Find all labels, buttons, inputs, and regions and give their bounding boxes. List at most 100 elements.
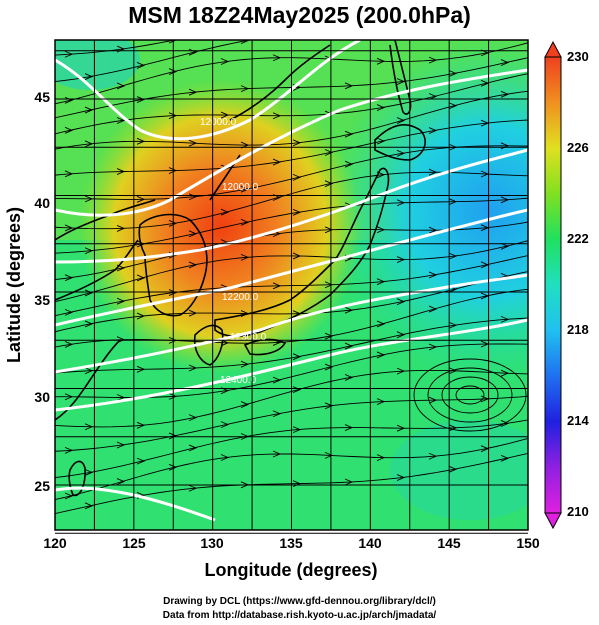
wind-arrow	[500, 142, 510, 150]
wind-arrow	[324, 363, 334, 371]
plot-frame	[54, 39, 529, 531]
wind-arrow	[500, 59, 510, 66]
wind-arrow	[500, 420, 510, 427]
wind-arrow	[273, 15, 280, 21]
wind-arrow	[396, 474, 406, 481]
x-tick-label: 125	[122, 535, 146, 551]
wind-arrow	[240, 218, 250, 226]
wind-arrow	[220, 111, 230, 119]
wind-arrow	[448, 367, 458, 375]
y-tick-label: 30	[34, 389, 50, 405]
wind-arrow	[428, 93, 438, 100]
wind-arrow	[84, 247, 94, 255]
wind-arrow	[168, 432, 178, 440]
wind-arrow	[376, 104, 386, 112]
wind-arrow	[220, 454, 230, 461]
wind-arrow	[64, 446, 74, 454]
wind-arrow	[428, 56, 438, 64]
x-tick-label: 135	[279, 535, 303, 551]
streamline	[55, 42, 528, 105]
wind-arrow	[240, 85, 250, 93]
swirl-streamline	[413, 358, 527, 432]
swirl-streamline	[427, 367, 513, 423]
wind-arrow	[220, 58, 230, 65]
contour-12000b	[55, 40, 361, 141]
wind-arrow	[500, 315, 510, 323]
wind-arrow	[272, 158, 282, 166]
wind-arrow	[188, 193, 198, 201]
wind-arrow	[136, 365, 146, 373]
contour-12100	[55, 148, 528, 264]
wind-arrow	[448, 321, 458, 329]
wind-arrow	[292, 310, 302, 318]
wind-arrow	[84, 367, 94, 375]
wind-arrow	[344, 130, 354, 138]
wind-arrow	[84, 195, 94, 203]
colorbar-tick-label: 214	[567, 413, 589, 428]
wind-arrow	[221, 26, 228, 32]
wind-arrow	[376, 454, 386, 462]
streamline	[55, 255, 528, 317]
wind-arrow	[116, 297, 126, 305]
colorbar-tick-labels: 230 226 222 218 214 210	[567, 49, 589, 519]
wind-arrow	[272, 450, 282, 458]
wind-arrow	[429, 1, 436, 7]
wind-arrow	[116, 394, 126, 401]
wind-arrow	[240, 401, 250, 408]
contour-12000a	[55, 68, 528, 217]
wind-arrow	[396, 149, 406, 157]
wind-arrow	[136, 96, 146, 103]
wind-arrow	[500, 369, 510, 377]
y-tick-label: 25	[34, 478, 50, 494]
wind-arrow	[500, 90, 510, 98]
wind-arrow	[396, 298, 406, 306]
wind-arrow	[240, 310, 250, 317]
contour-label: 12400.0	[220, 375, 257, 386]
wind-arrow	[480, 170, 490, 178]
y-tick-label: 45	[34, 89, 50, 105]
wind-arrow	[64, 274, 74, 282]
wind-arrow	[480, 119, 490, 127]
streamline	[55, 419, 528, 479]
x-tick-label: 145	[437, 535, 461, 551]
wind-arrow	[220, 339, 230, 347]
wind-arrow	[84, 320, 94, 328]
wind-arrow	[480, 340, 490, 348]
wind-arrow	[240, 185, 250, 193]
wind-arrow	[116, 117, 126, 124]
contour-12400	[55, 318, 528, 412]
x-tick-label: 120	[43, 535, 67, 551]
wind-arrow	[188, 48, 198, 56]
wind-arrow	[64, 492, 74, 500]
x-axis-label: Longitude (degrees)	[204, 560, 377, 580]
wind-arrow	[272, 282, 282, 290]
credit-data: Data from http://database.rish.kyoto-u.a…	[162, 610, 437, 621]
streamline	[55, 453, 528, 515]
wind-arrow	[376, 351, 386, 359]
wind-arrow	[116, 336, 126, 344]
wind-arrow	[325, 7, 332, 13]
wind-arrow	[428, 127, 438, 134]
wind-arrow	[116, 168, 126, 175]
wind-arrow	[64, 126, 74, 134]
wind-arrow	[449, 29, 456, 35]
wind-arrow	[84, 423, 94, 431]
wind-arrow	[428, 343, 438, 351]
wind-arrow	[344, 160, 354, 168]
wind-arrow	[136, 457, 146, 465]
credit-drawing: Drawing by DCL (https://www.gfd-dennou.o…	[163, 596, 436, 607]
colorbar-tick-label: 218	[567, 322, 589, 337]
wind-arrow	[428, 396, 438, 404]
wind-arrow	[480, 261, 490, 269]
wind-arrow	[428, 452, 438, 460]
wind-arrow	[64, 50, 74, 58]
y-tick-label: 40	[34, 195, 50, 211]
wind-arrow	[324, 402, 334, 410]
wind-arrow	[324, 281, 334, 289]
grid-lines	[55, 40, 528, 534]
contour-labels: 12400.0 12300.0 12200.0 12000.0 12000.0	[200, 117, 267, 386]
wind-arrow	[293, 31, 300, 37]
wind-arrow	[136, 312, 146, 320]
wind-arrow	[64, 96, 74, 104]
